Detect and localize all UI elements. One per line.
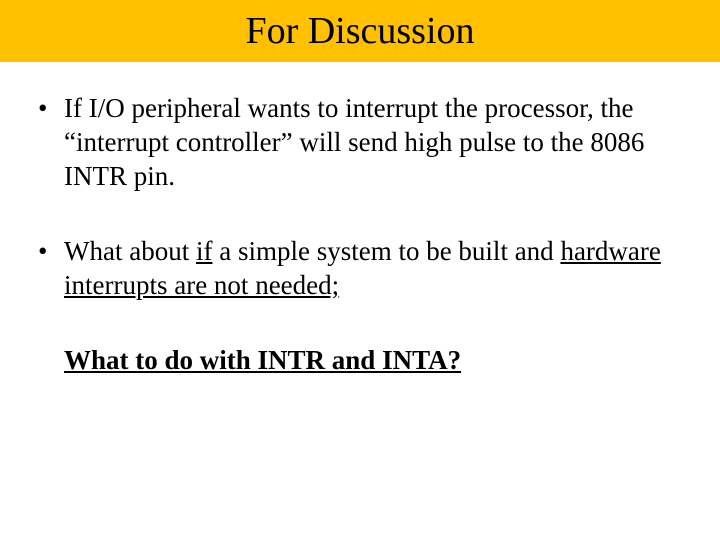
bullet-item-1: If I/O peripheral wants to interrupt the… [36, 92, 684, 193]
slide-title: For Discussion [245, 9, 474, 53]
bullet-list: If I/O peripheral wants to interrupt the… [36, 92, 684, 303]
bullet-2-if: if [196, 236, 213, 266]
closing-question: What to do with INTR and INTA? [36, 345, 684, 376]
slide-content: If I/O peripheral wants to interrupt the… [0, 62, 720, 376]
bullet-item-2: What about if a simple system to be buil… [36, 235, 684, 303]
title-bar: For Discussion [0, 0, 720, 62]
bullet-2-prefix: What about [64, 236, 196, 266]
bullet-2-suffix: a simple system to be built and [212, 236, 560, 266]
bullet-1-text: If I/O peripheral wants to interrupt the… [64, 93, 644, 191]
